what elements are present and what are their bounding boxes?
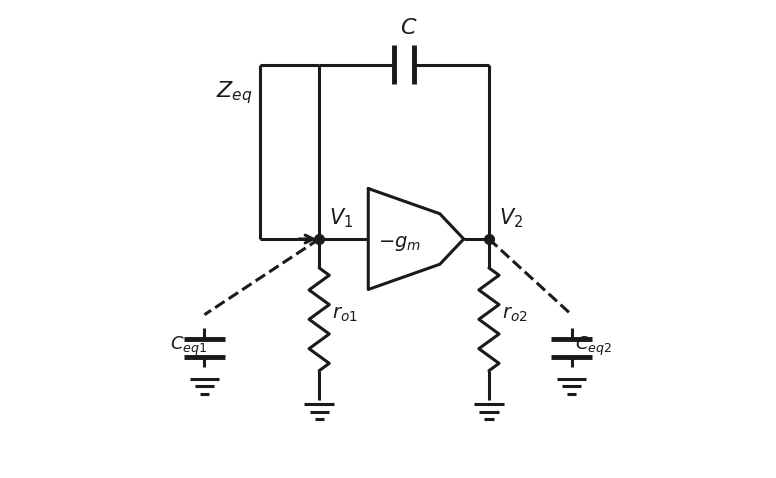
Text: $C$: $C$ bbox=[400, 17, 417, 39]
Text: $C_{eq2}$: $C_{eq2}$ bbox=[575, 335, 612, 358]
Text: $V_2$: $V_2$ bbox=[499, 206, 523, 230]
Text: $r_{o1}$: $r_{o1}$ bbox=[332, 305, 358, 324]
Text: $Z_{eq}$: $Z_{eq}$ bbox=[216, 79, 252, 106]
Text: $-g_m$: $-g_m$ bbox=[378, 234, 421, 253]
Text: $C_{eq1}$: $C_{eq1}$ bbox=[170, 335, 207, 358]
Text: $V_1$: $V_1$ bbox=[329, 206, 353, 230]
Text: $r_{o2}$: $r_{o2}$ bbox=[502, 305, 528, 324]
